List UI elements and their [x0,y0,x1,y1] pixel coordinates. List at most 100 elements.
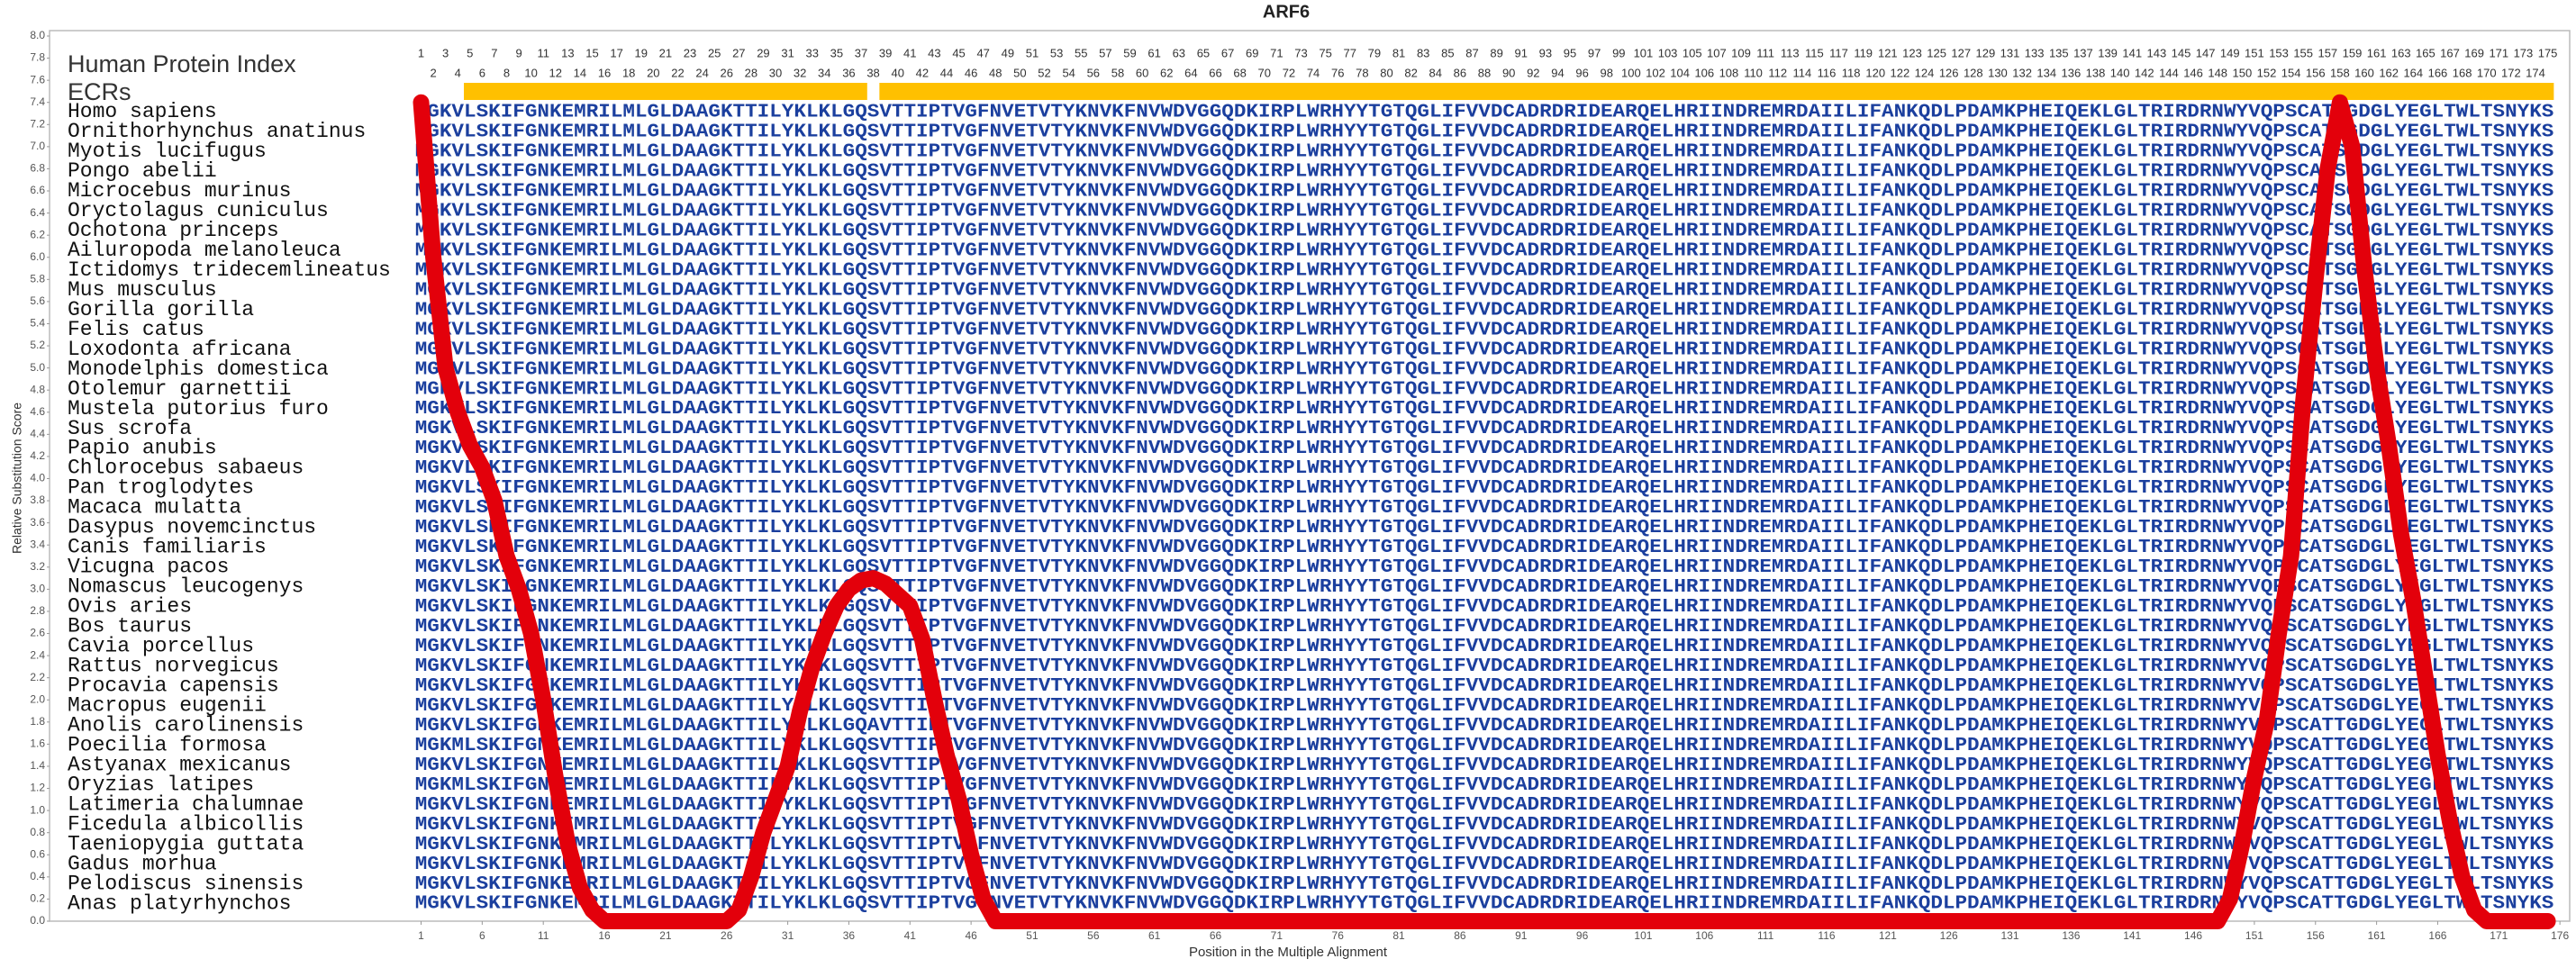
sequence: MGKVLSKIFGNKEMRILMLGLDAAGKTTILYKLKLGQSVT… [415,201,2554,222]
x-tick-label: 1 [418,929,424,942]
protein-index: 73 [1294,46,1307,59]
protein-index: 146 [2183,66,2203,79]
protein-index: 100 [1621,66,1641,79]
protein-index: 145 [2172,46,2191,59]
protein-index: 142 [2135,66,2154,79]
x-tick-label: 116 [1818,929,1835,942]
x-tick-label: 106 [1695,929,1713,942]
protein-index: 28 [745,66,757,79]
protein-index: 137 [2073,46,2093,59]
protein-index: 1 [418,46,424,59]
protein-index: 9 [515,46,522,59]
protein-index: 7 [491,46,497,59]
y-tick-label: 3.2 [30,560,45,573]
ecr-label: ECRs [68,78,132,105]
protein-index: 163 [2391,46,2411,59]
y-tick-label: 4.2 [30,449,45,462]
species-name: Felis catus [68,318,204,341]
protein-index: 135 [2049,46,2069,59]
protein-index: 18 [622,66,635,79]
protein-index: 127 [1951,46,1971,59]
species-name: Macaca mulatta [68,496,241,520]
y-tick-label: 6.0 [30,250,45,263]
x-tick-label: 61 [1148,929,1161,942]
sequence: MGKVLSKIFGNKEMRILMLGLDAAGKTTILYKLKLGQSVT… [415,419,2554,439]
chart-title: ARF6 [1263,2,1310,22]
protein-index: 125 [1927,46,1946,59]
protein-index: 138 [2086,66,2106,79]
y-tick-label: 1.4 [30,759,45,772]
x-tick-label: 176 [2551,929,2569,942]
protein-index: 104 [1670,66,1690,79]
species-name: Nomascus leucogenys [68,575,304,599]
species-name: Mus musculus [68,278,217,302]
x-tick-label: 131 [2001,929,2019,942]
y-tick-label: 7.0 [30,140,45,152]
protein-index: 116 [1818,66,1837,79]
species-name: Microcebus murinus [68,179,291,203]
protein-index: 69 [1246,46,1258,59]
protein-index: 68 [1233,66,1246,79]
protein-index: 110 [1744,66,1763,79]
sequence: MGKVLSKIFGNKEMRILMLGLDAAGKTTILYKLKLGQSVT… [415,676,2554,697]
protein-index: 155 [2293,46,2313,59]
protein-index: 24 [695,66,708,79]
sequence: MGKVLSKIFGNKEMRILMLGLDAAGKTTILYKLKLGQSVT… [415,637,2554,657]
protein-index: 34 [818,66,830,79]
x-tick-label: 36 [843,929,856,942]
protein-index: 90 [1502,66,1515,79]
sequence: MGKVLSKIFGNKEMRILMLGLDAAGKTTILYKLKLGQSVT… [415,359,2554,380]
protein-index: 151 [2245,46,2264,59]
protein-index: 117 [1829,46,1848,59]
protein-index: 13 [561,46,574,59]
species-name: Vicugna pacos [68,556,229,579]
y-tick-label: 7.2 [30,117,45,130]
protein-index: 60 [1136,66,1148,79]
protein-index: 20 [647,66,659,79]
protein-index: 143 [2147,46,2167,59]
sequence: MGKVLSKIFGNKEMRILMLGLDAAGKTTILYKLKLGQSVT… [415,320,2554,340]
protein-index: 170 [2477,66,2497,79]
species-name: Macropus eugenii [68,693,267,717]
protein-index: 93 [1539,46,1552,59]
sequence: MGKVLSKIFGNKEMRILMLGLDAAGKTTILYKLKLGQSVT… [415,874,2554,895]
species-name: Otolemur garnettii [68,377,291,401]
x-tick-label: 56 [1087,929,1100,942]
protein-index: 150 [2232,66,2252,79]
y-tick-label: 5.6 [30,294,45,307]
sequence: MGKVLSKIFGNKEMRILMLGLDAAGKTTILYKLKLGQSVT… [415,458,2554,479]
sequence: MGKVLSKIFGNKEMRILMLGLDAAGKTTILYKLKLGQSVT… [415,379,2554,400]
protein-index: 15 [585,46,598,59]
species-name: Papio anubis [68,437,217,460]
sequence: MGKVLSKIFGNKEMRILMLGLDAAGKTTILYKLKLGQSVT… [415,597,2554,618]
sequence: MGKVLSKIFGNKEMRILMLGLDAAGKTTILYKLKLGQSVT… [415,181,2554,202]
protein-index: 106 [1694,66,1714,79]
protein-index: 153 [2269,46,2289,59]
protein-index: 99 [1612,46,1625,59]
species-name: Ictidomys tridecemlineatus [68,258,391,282]
protein-index: 144 [2159,66,2179,79]
protein-index: 10 [524,66,537,79]
sequence: MGKVLSKIFGNKEMRILMLGLDAAGKTTILYKLKLGQSVT… [415,439,2554,459]
protein-index: 105 [1683,46,1702,59]
species-name: Homo sapiens [68,100,217,123]
protein-index: 65 [1197,46,1210,59]
y-tick-label: 4.6 [30,405,45,418]
y-axis-label: Relative Substitution Score [10,403,24,554]
protein-index: 3 [442,46,449,59]
protein-index: 23 [684,46,696,59]
protein-index: 8 [503,66,510,79]
protein-index: 121 [1878,46,1898,59]
protein-index: 66 [1209,66,1221,79]
protein-index: 30 [769,66,782,79]
x-tick-label: 51 [1026,929,1039,942]
sequence: MGKVLSKIFGNKEMRILMLGLDAAGKTTILYKLKLGQAVT… [415,716,2554,737]
sequence: MGKVLSKIFGNKEMRILMLGLDAAGKTTILYKLKLGQSVT… [415,518,2554,538]
y-tick-label: 6.8 [30,162,45,175]
y-tick-label: 0.2 [30,892,45,905]
protein-index: 133 [2025,46,2045,59]
sequence: MGKVLSKIFGNKEMRILMLGLDAAGKTTILYKLKLGQSVT… [415,399,2554,420]
protein-index: 149 [2220,46,2240,59]
sequence: MGKVLSKIFGNKEMRILMLGLDAAGKTTILYKLKLGQSVT… [415,260,2554,281]
protein-index: 92 [1527,66,1539,79]
